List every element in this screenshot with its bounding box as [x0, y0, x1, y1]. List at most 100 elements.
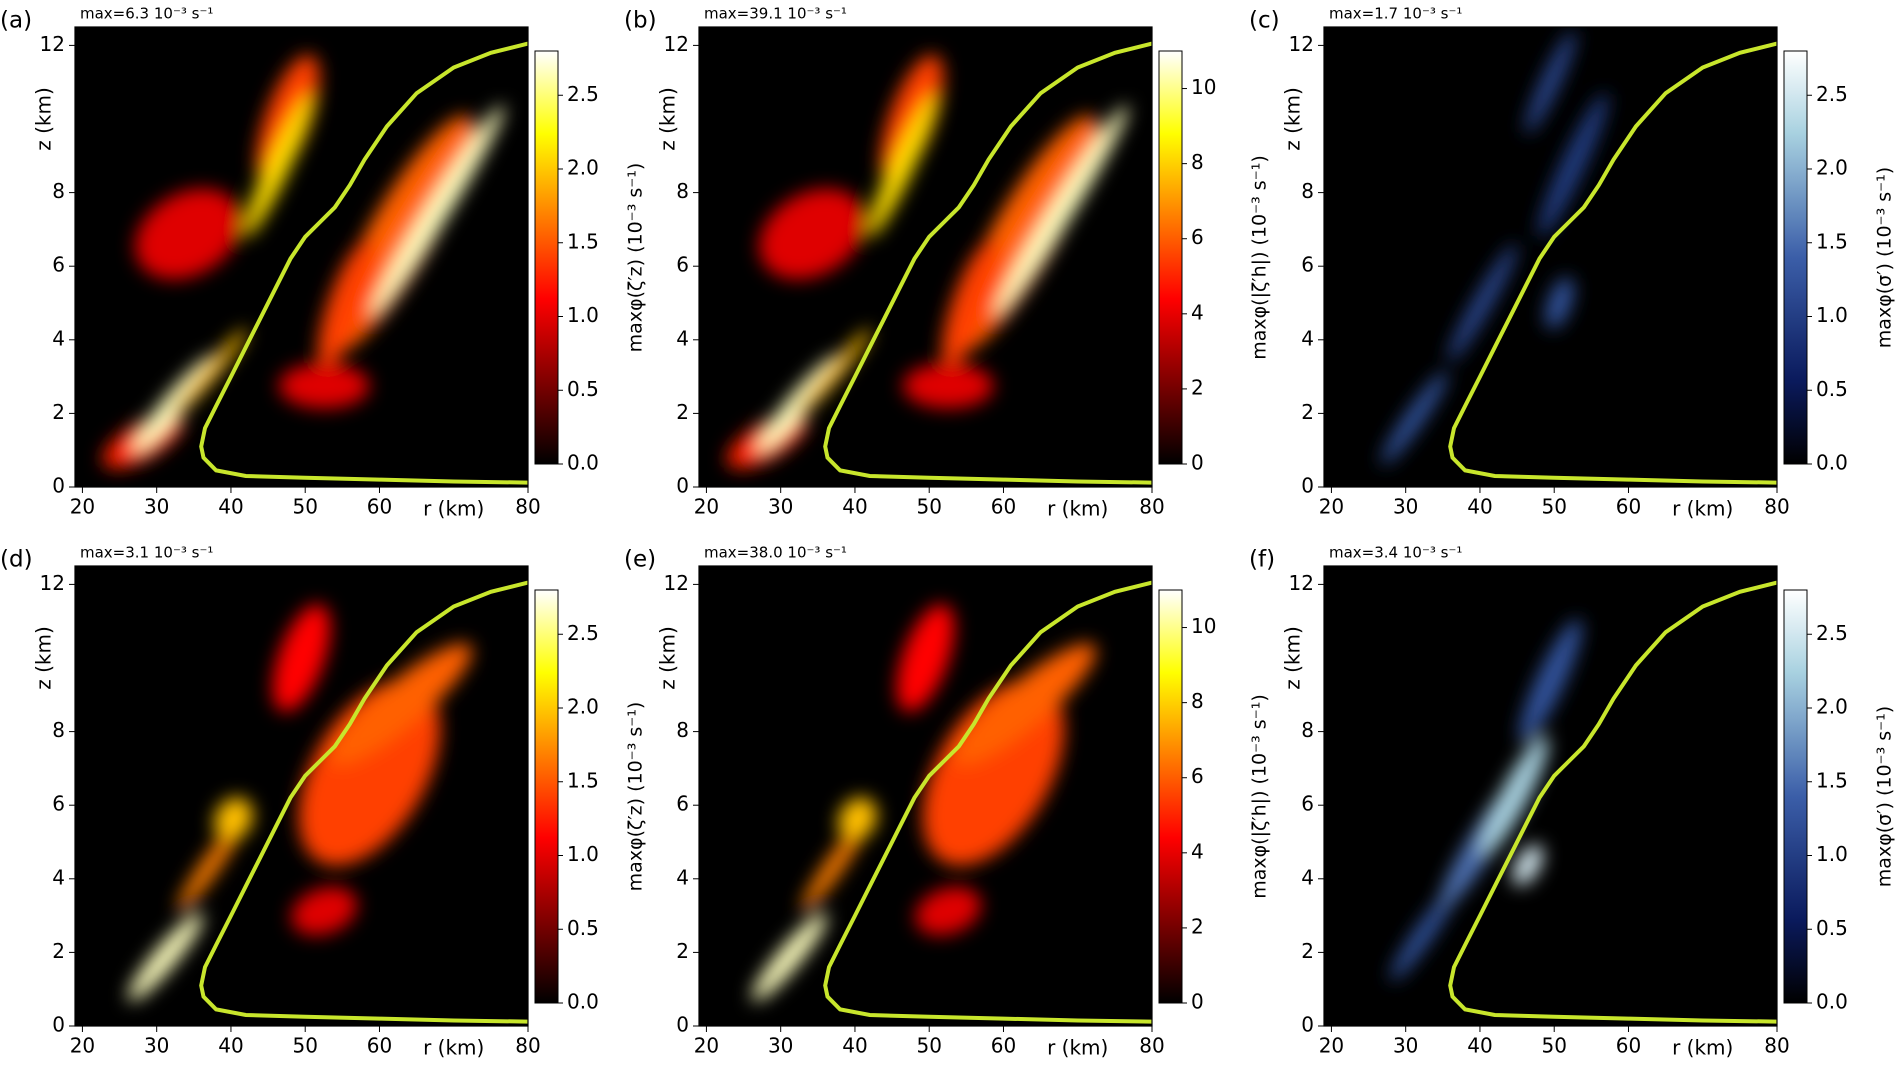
x-axis-label: r (km) — [423, 497, 484, 521]
field — [75, 27, 528, 487]
colorbar — [1158, 589, 1183, 1004]
field-shapes — [752, 604, 1097, 1001]
y-tick-label: 6 — [1301, 792, 1314, 816]
field-shape — [272, 604, 331, 712]
y-tick-label: 2 — [1301, 939, 1314, 963]
y-tick-label: 6 — [676, 792, 689, 816]
colorbar-tick-label: 2.0 — [1816, 695, 1848, 719]
curve — [823, 580, 1152, 1024]
field-shape — [1519, 619, 1582, 743]
x-tick-label: 80 — [1764, 495, 1789, 519]
x-tick-label: 20 — [70, 1034, 95, 1058]
colorbar — [1783, 589, 1808, 1004]
x-tick-label: 50 — [1541, 1034, 1566, 1058]
y-tick-label: 0 — [676, 474, 689, 498]
colorbar-tick-label: 0 — [1191, 990, 1204, 1014]
curve — [1448, 580, 1777, 1024]
colorbar-label: maxφ(|ζ′h|) (10⁻³ s⁻¹) — [1249, 694, 1271, 899]
x-tick-label: 50 — [916, 495, 941, 519]
x-tick-label: 50 — [292, 1034, 317, 1058]
y-tick-label: 12 — [1289, 32, 1314, 56]
field-shape — [915, 886, 982, 936]
colorbar — [1158, 50, 1183, 465]
y-tick-label: 4 — [52, 326, 65, 350]
panel: 20 30 40 50 60 80 0 2 4 6 8 12 r (km) z (km) (a) max=6.… — [0, 5, 647, 521]
x-tick-label: 60 — [367, 1034, 392, 1058]
y-tick-label: 8 — [1301, 179, 1314, 203]
field-shape — [756, 355, 841, 454]
x-tick-label: 30 — [1393, 1034, 1418, 1058]
colorbar-tick-label: 6 — [1191, 225, 1204, 249]
field-shape — [177, 818, 245, 912]
field-shape — [867, 92, 938, 238]
x-tick-label: 30 — [768, 495, 793, 519]
field-shape — [1545, 277, 1574, 329]
x-tick-label: 60 — [1616, 495, 1641, 519]
field-shape — [994, 105, 1129, 317]
y-tick-label: 8 — [52, 718, 65, 742]
colorbar-tick-label: 2.5 — [567, 82, 599, 106]
field-shape — [759, 188, 866, 280]
colorbar-tick-label: 0.0 — [1816, 451, 1848, 475]
y-tick-label: 2 — [1301, 400, 1314, 424]
colorbar-tick-label: 1.0 — [567, 842, 599, 866]
field-shapes — [726, 54, 1129, 469]
x-tick-label: 30 — [144, 495, 169, 519]
annotation: max=6.3 10⁻³ s⁻¹ — [80, 5, 213, 23]
colorbar-tick-label: 2.5 — [567, 621, 599, 645]
annotation: max=38.0 10⁻³ s⁻¹ — [704, 544, 847, 562]
field-shape — [941, 238, 1000, 368]
field-shape — [902, 363, 994, 409]
y-tick-label: 0 — [52, 474, 65, 498]
field-shape — [798, 328, 872, 416]
field-shape — [1538, 92, 1609, 238]
field-shapes — [1390, 619, 1582, 981]
x-tick-label: 60 — [991, 495, 1016, 519]
panel: 20 30 40 50 60 80 0 2 4 6 8 12 r (km) z (km) (f) max=3.… — [1249, 544, 1896, 1060]
x-tick-label: 60 — [1616, 1034, 1641, 1058]
x-tick-label: 20 — [70, 495, 95, 519]
y-tick-label: 12 — [664, 571, 689, 595]
colorbar-tick-label: 2.0 — [1816, 156, 1848, 180]
panel: 20 30 40 50 60 80 0 2 4 6 8 12 r (km) z (km) (c) max=1.… — [1249, 5, 1896, 521]
y-tick-label: 4 — [1301, 326, 1314, 350]
x-tick-label: 20 — [694, 495, 719, 519]
colorbar-tick-label: 2.5 — [1816, 82, 1848, 106]
panel-label: (b) — [624, 8, 657, 34]
x-tick-label: 80 — [1139, 495, 1164, 519]
y-tick-label: 2 — [52, 400, 65, 424]
field — [1324, 27, 1777, 487]
y-tick-label: 12 — [664, 32, 689, 56]
panel-label: (e) — [624, 547, 656, 573]
y-tick-label: 8 — [676, 718, 689, 742]
field-shape — [278, 363, 370, 409]
field — [699, 566, 1152, 1026]
colorbar-tick-label: 0.5 — [567, 377, 599, 401]
colorbar-tick-label: 1.5 — [1816, 229, 1848, 253]
y-tick-label: 0 — [52, 1013, 65, 1037]
y-tick-label: 0 — [1301, 474, 1314, 498]
colorbar-tick-label: 1.0 — [1816, 842, 1848, 866]
x-tick-label: 40 — [842, 1034, 867, 1058]
panel: 20 30 40 50 60 80 0 2 4 6 8 12 r (km) z (km) (d) max=3.… — [0, 544, 647, 1060]
colorbar-tick-label: 0.0 — [1816, 990, 1848, 1014]
colorbar-tick-label: 2.0 — [567, 695, 599, 719]
y-tick-label: 4 — [676, 865, 689, 889]
field-shape — [330, 643, 473, 765]
annotation: max=3.4 10⁻³ s⁻¹ — [1329, 544, 1462, 562]
field-shape — [135, 188, 242, 280]
x-tick-label: 80 — [1139, 1034, 1164, 1058]
colorbar-tick-label: 0.0 — [567, 451, 599, 475]
field — [1324, 566, 1777, 1026]
x-tick-label: 60 — [367, 495, 392, 519]
field-shapes — [1381, 30, 1609, 465]
colorbar-tick-label: 4 — [1191, 839, 1204, 863]
curve — [823, 41, 1152, 485]
colorbar-tick-label: 0.5 — [1816, 377, 1848, 401]
x-axis-label: r (km) — [1672, 1036, 1733, 1060]
curve — [199, 41, 528, 485]
x-tick-label: 20 — [1319, 1034, 1344, 1058]
field-shape — [801, 818, 869, 912]
